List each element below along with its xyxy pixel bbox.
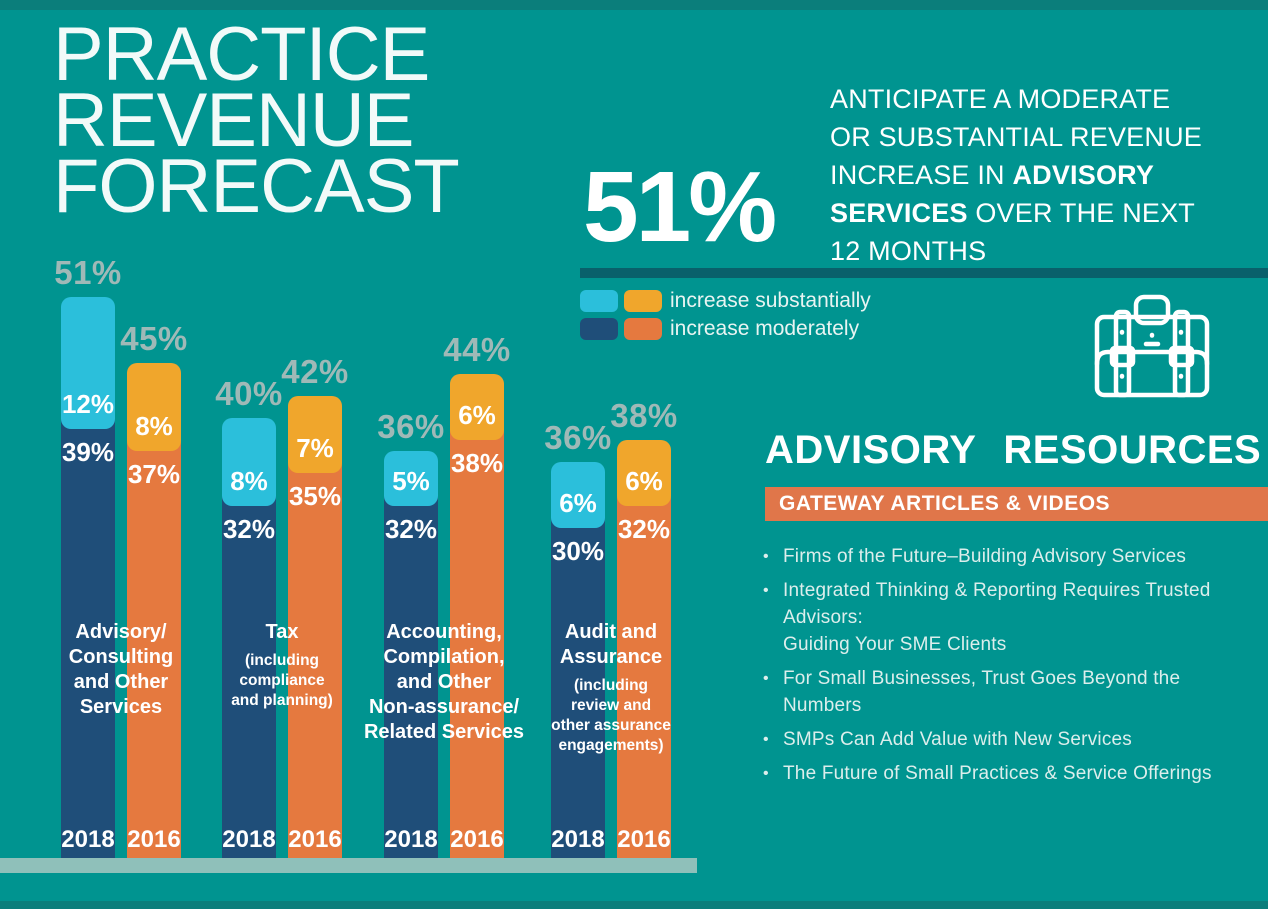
bullet-icon: • [763, 731, 769, 748]
stat-line: INCREASE IN ADVISORY [830, 160, 1155, 190]
stat-line: SERVICES OVER THE NEXT [830, 198, 1195, 228]
resources-banner-label: GATEWAY ARTICLES & VIDEOS [779, 492, 1111, 515]
substantial-value-label: 6% [458, 400, 496, 430]
bar-total-label: 51% [54, 254, 122, 291]
bar-year-label: 2018 [384, 826, 438, 853]
resources-heading: ADVISORY RESOURCES [765, 428, 1262, 472]
stat-line: ANTICIPATE A MODERATE [830, 84, 1171, 114]
moderate-value-label: 35% [288, 481, 342, 511]
moderate-value-label: 32% [222, 514, 276, 544]
bullet-icon: • [763, 582, 769, 599]
category-label-sub: (including compliance and planning) [231, 652, 333, 709]
bar-year-label: 2018 [551, 826, 605, 853]
stat-line: OR SUBSTANTIAL REVENUE [830, 122, 1202, 152]
legend-swatch-cyan [580, 290, 618, 312]
resource-item-label: For Small Businesses, Trust Goes Beyond … [783, 668, 1181, 716]
bar-total-label: 36% [544, 419, 612, 456]
substantial-value-label: 12% [61, 389, 115, 419]
legend-label: increase moderately [670, 317, 860, 340]
bar-segment-substantial [127, 363, 181, 451]
resources-banner: GATEWAY ARTICLES & VIDEOS [765, 487, 1268, 521]
legend-label: increase substantially [670, 289, 871, 312]
legend-swatch-amber [624, 290, 662, 312]
bar-segment-substantial [61, 297, 115, 429]
bar-segment-moderate [617, 494, 671, 858]
resource-item: • Firms of the Future–Building Advisory … [763, 543, 1243, 570]
bar-year-label: 2016 [288, 826, 342, 853]
bar-total-label: 36% [377, 408, 445, 445]
category-label: Accounting, Compilation, and Other Non-a… [354, 620, 534, 745]
bullet-icon: • [763, 765, 769, 782]
bar-total-label: 40% [215, 375, 283, 412]
substantial-value-label: 5% [392, 466, 430, 496]
resource-item: • The Future of Small Practices & Servic… [763, 760, 1243, 787]
bullet-icon: • [763, 548, 769, 565]
bar-segment-substantial [222, 418, 276, 506]
resource-item: • For Small Businesses, Trust Goes Beyon… [763, 665, 1243, 719]
stat-value: 51% [583, 151, 777, 263]
briefcase-icon [1094, 294, 1210, 398]
category-label: Advisory/ Consulting and Other Services [31, 620, 211, 720]
resource-item: • Integrated Thinking & Reporting Requir… [763, 577, 1243, 658]
chart-baseline [0, 858, 697, 873]
bar-segment-substantial [617, 440, 671, 506]
page-title: PRACTICE REVENUE FORECAST [53, 12, 460, 229]
bar-segment-moderate [222, 494, 276, 858]
bar-segment-moderate [384, 494, 438, 858]
bar-year-label: 2016 [617, 826, 671, 853]
category-label: Tax (including compliance and planning) [192, 620, 372, 711]
bar-total-label: 45% [120, 320, 188, 357]
bar-segment-moderate [551, 516, 605, 858]
category-label-main: Audit and Assurance [559, 621, 663, 668]
stat-line: 12 MONTHS [830, 236, 987, 266]
bar-segment-substantial [450, 374, 504, 440]
bar-year-label: 2016 [127, 826, 181, 853]
bar-segment-substantial [288, 396, 342, 473]
substantial-value-label: 7% [296, 433, 334, 463]
top-edge-strip [0, 0, 1268, 10]
category-label-main: Accounting, Compilation, and Other Non-a… [363, 621, 525, 743]
legend-swatch-orange [624, 318, 662, 340]
moderate-value-label: 32% [384, 514, 438, 544]
bullet-icon: • [763, 670, 769, 687]
substantial-value-label: 6% [625, 466, 663, 496]
resource-item-label: Integrated Thinking & Reporting Requires… [783, 580, 1211, 655]
bar-segment-moderate [61, 417, 115, 858]
bar-segment-substantial [551, 462, 605, 528]
category-label-sub: (including review and other assurance en… [551, 677, 671, 754]
category-label-main: Advisory/ Consulting and Other Services [68, 621, 174, 718]
bar-total-label: 44% [443, 331, 511, 368]
bar-segment-moderate [127, 439, 181, 858]
bar-year-label: 2018 [61, 826, 115, 853]
moderate-value-label: 38% [450, 448, 504, 478]
bar-total-label: 42% [281, 353, 349, 390]
category-label-main: Tax [265, 621, 299, 643]
section-divider [580, 268, 1268, 278]
moderate-value-label: 39% [61, 437, 115, 467]
bar-segment-moderate [288, 461, 342, 858]
bar-segment-substantial [384, 451, 438, 506]
moderate-value-label: 32% [617, 514, 671, 544]
resource-item-label: SMPs Can Add Value with New Services [783, 729, 1132, 750]
bar-year-label: 2016 [450, 826, 504, 853]
resource-item-label: Firms of the Future–Building Advisory Se… [783, 546, 1187, 567]
substantial-value-label: 8% [230, 466, 268, 496]
bottom-edge-strip [0, 901, 1268, 909]
category-label: Audit and Assurance (including review and… [521, 620, 701, 756]
resource-item-label: The Future of Small Practices & Service … [783, 763, 1212, 784]
substantial-value-label: 8% [135, 411, 173, 441]
bar-segment-moderate [450, 428, 504, 858]
moderate-value-label: 30% [551, 536, 605, 566]
bar-year-label: 2018 [222, 826, 276, 853]
stat-description: ANTICIPATE A MODERATE OR SUBSTANTIAL REV… [830, 80, 1240, 270]
legend-swatch-blue [580, 318, 618, 340]
moderate-value-label: 37% [127, 459, 181, 489]
resource-list: • Firms of the Future–Building Advisory … [763, 543, 1243, 794]
bar-total-label: 38% [610, 397, 678, 434]
substantial-value-label: 6% [559, 488, 597, 518]
resource-item: • SMPs Can Add Value with New Services [763, 726, 1243, 753]
